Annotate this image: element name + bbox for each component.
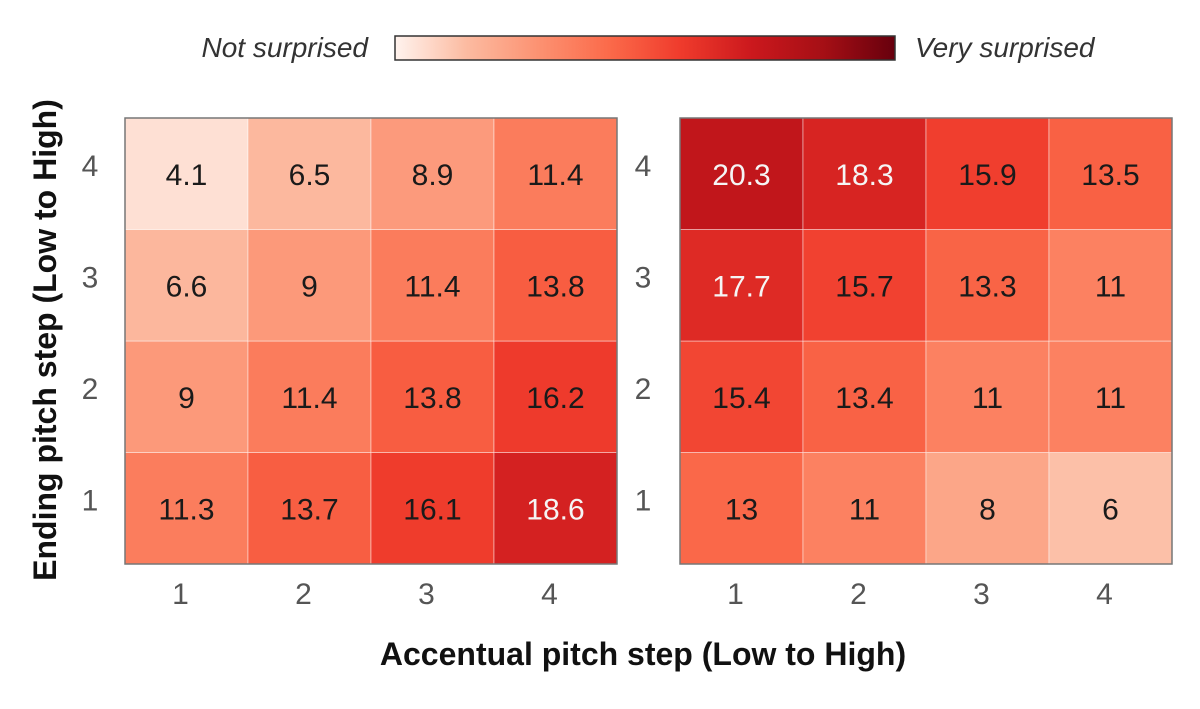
cell-value-label: 16.1 bbox=[403, 493, 461, 526]
heatmap-cell bbox=[124, 340, 249, 453]
legend-high-label: Very surprised bbox=[915, 32, 1096, 63]
y-axis-title: Ending pitch step (Low to High) bbox=[27, 99, 63, 581]
heatmap-cell bbox=[802, 117, 927, 230]
y-tick-label: 2 bbox=[82, 373, 99, 406]
cell-value-label: 6.5 bbox=[289, 159, 331, 192]
cell-value-label: 17.7 bbox=[712, 270, 770, 303]
heatmap-cell bbox=[247, 452, 372, 565]
heatmap-panel-left: 11.3 13.7 16.1 18.6 9 11.4 13.8 16.2 6.6 9 11.4 13.… bbox=[82, 117, 618, 611]
x-tick-label: 2 bbox=[295, 578, 312, 611]
cell-value-label: 9 bbox=[178, 382, 195, 415]
x-tick-label: 4 bbox=[1096, 578, 1113, 611]
heatmap-cell bbox=[802, 452, 927, 565]
colorbar bbox=[394, 35, 896, 61]
cell-value-label: 6.6 bbox=[166, 270, 208, 303]
cell-value-label: 13.5 bbox=[1081, 159, 1139, 192]
x-tick-label: 4 bbox=[541, 578, 558, 611]
y-tick-label: 4 bbox=[82, 150, 99, 183]
cell-value-label: 11.4 bbox=[404, 270, 460, 303]
y-tick-label: 1 bbox=[635, 484, 652, 517]
heatmap-cell bbox=[1048, 340, 1173, 453]
y-tick-label: 3 bbox=[635, 261, 652, 294]
cell-value-label: 13.8 bbox=[526, 270, 584, 303]
cell-value-label: 8 bbox=[979, 493, 996, 526]
heatmap-cell bbox=[1048, 229, 1173, 342]
x-tick-label: 2 bbox=[850, 578, 867, 611]
cell-value-label: 15.9 bbox=[958, 159, 1016, 192]
cell-value-label: 11 bbox=[972, 382, 1003, 415]
heatmap-cell bbox=[925, 117, 1050, 230]
cell-value-label: 16.2 bbox=[526, 382, 584, 415]
x-axis-title: Accentual pitch step (Low to High) bbox=[380, 636, 906, 672]
heatmap-cell bbox=[493, 340, 618, 453]
heatmap-cell bbox=[493, 117, 618, 230]
cell-value-label: 9 bbox=[301, 270, 318, 303]
heatmap-cell bbox=[370, 117, 495, 230]
heatmap-cell bbox=[679, 117, 804, 230]
cell-value-label: 13.7 bbox=[280, 493, 338, 526]
cell-value-label: 18.6 bbox=[526, 493, 584, 526]
cell-value-label: 11.3 bbox=[158, 493, 214, 526]
legend-low-label: Not surprised bbox=[201, 32, 369, 63]
heatmap-cell bbox=[370, 340, 495, 453]
heatmap-cell bbox=[493, 229, 618, 342]
cell-value-label: 4.1 bbox=[166, 159, 208, 192]
heatmap-cell bbox=[925, 340, 1050, 453]
legend: Not surprised Very surprised bbox=[201, 32, 1095, 63]
heatmap-cell bbox=[679, 229, 804, 342]
heatmap-cell bbox=[802, 229, 927, 342]
x-tick-label: 1 bbox=[727, 578, 744, 611]
cell-value-label: 13.8 bbox=[403, 382, 461, 415]
cell-value-label: 20.3 bbox=[712, 159, 770, 192]
panel-border bbox=[124, 117, 618, 565]
cell-value-label: 15.4 bbox=[712, 382, 770, 415]
x-tick-label: 1 bbox=[172, 578, 189, 611]
cell-value-label: 13.3 bbox=[958, 270, 1016, 303]
cell-value-label: 15.7 bbox=[835, 270, 893, 303]
cell-value-label: 11.4 bbox=[527, 159, 583, 192]
heatmap-cell bbox=[124, 452, 249, 565]
y-tick-label: 4 bbox=[635, 150, 652, 183]
heatmap-cell bbox=[247, 229, 372, 342]
heatmap-cell bbox=[802, 340, 927, 453]
heatmap-cell bbox=[679, 340, 804, 453]
cell-value-label: 6 bbox=[1102, 493, 1119, 526]
heatmap-cell bbox=[247, 340, 372, 453]
y-tick-label: 2 bbox=[635, 373, 652, 406]
cell-value-label: 13.4 bbox=[835, 382, 893, 415]
cell-value-label: 13 bbox=[725, 493, 758, 526]
heatmap-cell bbox=[925, 229, 1050, 342]
x-tick-label: 3 bbox=[973, 578, 990, 611]
y-tick-label: 3 bbox=[82, 261, 99, 294]
heatmap-cell bbox=[493, 452, 618, 565]
cell-value-label: 11 bbox=[1095, 270, 1126, 303]
x-tick-label: 3 bbox=[418, 578, 435, 611]
cell-value-label: 11 bbox=[849, 493, 880, 526]
heatmap-cell bbox=[1048, 117, 1173, 230]
cell-value-label: 11 bbox=[1095, 382, 1126, 415]
cell-value-label: 11.4 bbox=[281, 382, 337, 415]
heatmap-cell bbox=[124, 117, 249, 230]
cell-value-label: 8.9 bbox=[412, 159, 454, 192]
panel-border bbox=[679, 117, 1173, 565]
cell-value-label: 18.3 bbox=[835, 159, 893, 192]
y-tick-label: 1 bbox=[82, 484, 99, 517]
